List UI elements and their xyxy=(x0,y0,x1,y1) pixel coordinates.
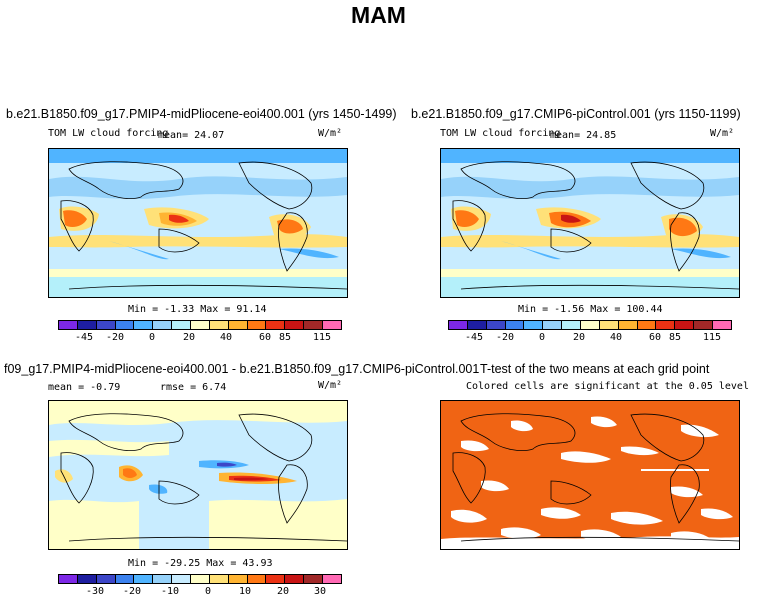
panel1-minmax: Min = -1.33 Max = 91.14 xyxy=(128,304,267,315)
panel1-variable: TOM LW cloud forcing xyxy=(48,128,169,139)
panel3-minmax: Min = -29.25 Max = 43.93 xyxy=(128,558,273,569)
panel3-colorbar xyxy=(58,574,342,584)
panel4-map xyxy=(440,400,740,550)
tick-label: 30 xyxy=(313,586,327,597)
tick-label: -10 xyxy=(160,586,180,597)
tick-label: -20 xyxy=(105,332,125,343)
tick-label: 60 xyxy=(258,332,272,343)
figure-title: MAM xyxy=(351,2,406,28)
tick-label: -30 xyxy=(85,586,105,597)
panel1-map xyxy=(48,148,348,298)
panel3-units: W/m² xyxy=(318,380,343,391)
panel3-colorbar-ticks: -30 -20 -10 0 10 20 30 xyxy=(58,586,340,598)
panel2-mean: mean= 24.85 xyxy=(550,130,617,141)
tick-label: 115 xyxy=(312,332,332,343)
tick-label: -45 xyxy=(74,332,94,343)
tick-label: -20 xyxy=(122,586,142,597)
panel2-minmax: Min = -1.56 Max = 100.44 xyxy=(518,304,663,315)
panel3-mean: mean = -0.79 xyxy=(48,382,121,393)
panel1-colorbar xyxy=(58,320,342,330)
tick-label: 20 xyxy=(276,586,290,597)
panel2-colorbar xyxy=(448,320,732,330)
panel4-subtitle: Colored cells are significant at the 0.0… xyxy=(466,381,749,392)
panel2-units: W/m² xyxy=(710,128,735,139)
tick-label: 40 xyxy=(219,332,233,343)
tick-label: 0 xyxy=(538,332,546,343)
panel3-title: f09_g17.PMIP4-midPliocene-eoi400.001 - b… xyxy=(4,362,480,376)
tick-label: 0 xyxy=(204,586,212,597)
panel1-title: b.e21.B1850.f09_g17.PMIP4-midPliocene-eo… xyxy=(6,107,397,121)
panel1-mean: mean= 24.07 xyxy=(158,130,225,141)
tick-label: 60 xyxy=(648,332,662,343)
tick-label: 0 xyxy=(148,332,156,343)
panel1-colorbar-ticks: -45 -20 0 20 40 60 85 115 xyxy=(58,332,340,344)
panel2-title: b.e21.B1850.f09_g17.CMIP6-piControl.001 … xyxy=(411,107,741,121)
tick-label: 20 xyxy=(572,332,586,343)
tick-label: 85 xyxy=(668,332,682,343)
panel3-rmse: rmse = 6.74 xyxy=(160,382,227,393)
panel4-title: T-test of the two means at each grid poi… xyxy=(480,362,710,376)
tick-label: -20 xyxy=(495,332,515,343)
tick-label: 85 xyxy=(278,332,292,343)
panel2-map xyxy=(440,148,740,298)
panel2-variable: TOM LW cloud forcing xyxy=(440,128,561,139)
tick-label: -45 xyxy=(464,332,484,343)
tick-label: 20 xyxy=(182,332,196,343)
panel2-colorbar-ticks: -45 -20 0 20 40 60 85 115 xyxy=(448,332,730,344)
tick-label: 40 xyxy=(609,332,623,343)
tick-label: 10 xyxy=(238,586,252,597)
panel3-map xyxy=(48,400,348,550)
panel1-units: W/m² xyxy=(318,128,343,139)
tick-label: 115 xyxy=(702,332,722,343)
